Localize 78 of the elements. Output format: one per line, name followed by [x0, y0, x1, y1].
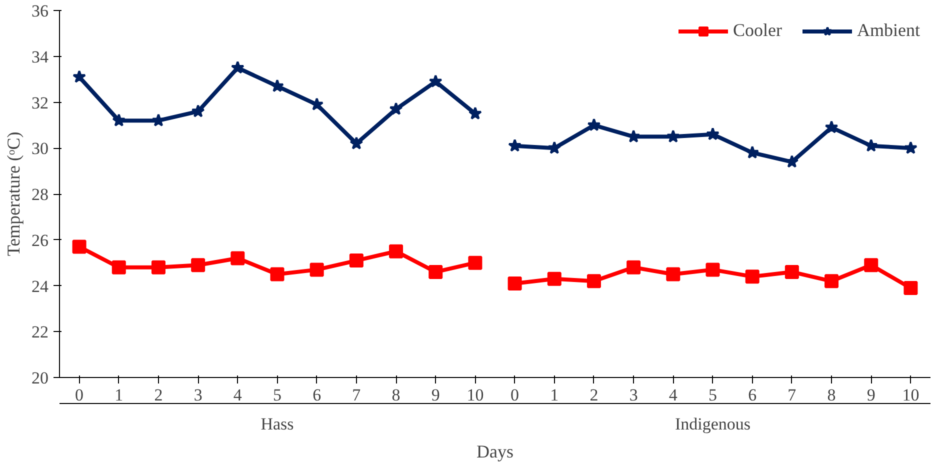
point	[586, 274, 601, 288]
point	[191, 104, 205, 118]
point	[468, 256, 482, 270]
y-tick-label: 30	[32, 139, 48, 158]
point	[864, 258, 878, 272]
point	[310, 262, 324, 277]
point	[666, 130, 680, 143]
point	[706, 127, 720, 140]
point	[864, 138, 878, 152]
point	[230, 251, 245, 266]
x-tick-label: 6	[312, 386, 322, 404]
x-tick-label: 0	[75, 386, 84, 404]
y-tick-label: 26	[32, 230, 48, 250]
point	[112, 114, 126, 126]
point	[626, 260, 641, 274]
x-tick-label: 7	[352, 386, 362, 404]
point	[270, 267, 284, 282]
point	[349, 254, 364, 268]
point	[72, 70, 86, 83]
point	[904, 141, 918, 154]
point	[428, 264, 443, 279]
x-tick-label: 3	[194, 386, 202, 404]
x-tick-label: 4	[668, 386, 678, 404]
point	[547, 272, 562, 286]
point	[508, 276, 522, 290]
point	[784, 264, 799, 279]
x-tick-label: 1	[114, 386, 124, 404]
x-tick-label: 2	[590, 386, 598, 404]
point	[389, 244, 404, 258]
point	[508, 138, 522, 152]
point	[112, 260, 126, 274]
y-tick-label: 20	[32, 368, 48, 388]
point	[428, 74, 442, 88]
x-tick-label: 9	[866, 386, 876, 404]
point	[151, 260, 166, 274]
point	[468, 106, 482, 120]
point	[745, 270, 760, 284]
legend-label: Ambient	[857, 20, 920, 41]
point	[666, 267, 680, 282]
point	[310, 98, 324, 110]
text: Hass	[260, 414, 294, 434]
point	[389, 102, 403, 115]
x-tick-label: 8	[827, 386, 836, 404]
x-tick-label: 8	[392, 386, 400, 404]
point	[72, 240, 86, 254]
y-tick-label: 32	[32, 93, 48, 112]
y-tick-label: 22	[32, 322, 48, 342]
y-tick-label: 28	[32, 185, 48, 204]
x-tick-label: 4	[233, 386, 242, 404]
point	[548, 141, 562, 154]
point	[824, 274, 839, 288]
y-axis-title: Temperature (ᵒC)	[4, 132, 24, 256]
x-tick-label: 3	[629, 386, 638, 404]
point	[706, 262, 720, 277]
point	[904, 281, 918, 296]
x-tick-label: 6	[748, 386, 757, 404]
y-tick-label: 24	[32, 276, 49, 296]
point	[350, 136, 364, 150]
point	[587, 118, 601, 132]
point	[746, 146, 760, 159]
x-tick-label: 5	[273, 386, 282, 404]
x-tick-label: 7	[788, 386, 797, 404]
y-tick-label: 34	[32, 47, 49, 66]
x-tick-label: 1	[550, 386, 559, 404]
x-tick-label: 10	[466, 386, 484, 404]
x-tick-label: 2	[154, 386, 163, 404]
legend-label: Cooler	[733, 20, 782, 41]
x-axis-title: Days	[476, 442, 514, 462]
point	[270, 79, 284, 92]
point	[191, 258, 206, 272]
x-tick-label: 9	[431, 386, 440, 404]
x-tick-label: 5	[708, 386, 717, 404]
point	[824, 120, 838, 134]
text: Indigenous	[674, 414, 751, 434]
x-tick-label: 10	[902, 386, 920, 404]
point	[230, 60, 244, 74]
y-tick-label: 36	[32, 2, 48, 20]
x-tick-label: 0	[510, 386, 520, 404]
